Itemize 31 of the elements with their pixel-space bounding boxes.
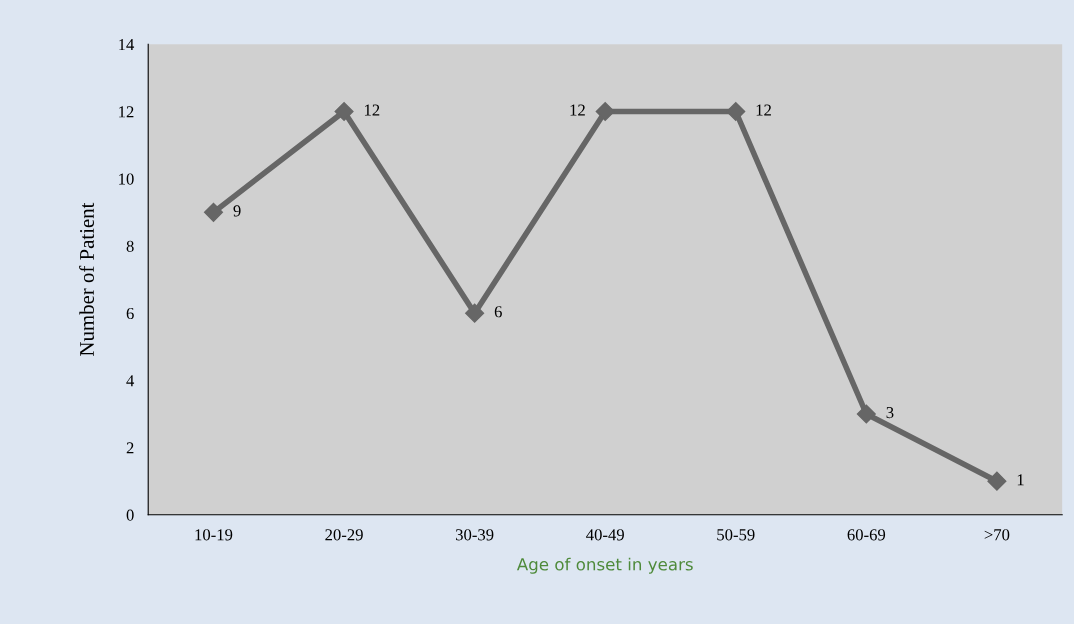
y-axis-title: Number of Patient [79,202,94,356]
data-label: 3 [886,406,894,419]
x-tick-label: 60-69 [847,529,886,541]
y-tick-label: 12 [119,106,134,118]
y-tick-label: 2 [126,442,134,454]
x-tick-label: >70 [984,529,1010,541]
x-tick-label: 10-19 [195,529,233,541]
y-tick-label: 8 [126,240,134,252]
y-tick-label: 14 [119,39,135,51]
point [987,471,1007,491]
point [726,101,746,122]
point [856,404,876,424]
x-tick-label: 30-39 [455,529,494,541]
point [203,202,224,222]
data-label: 12 [756,104,771,116]
data-label: 6 [494,306,502,318]
x-tick-label: 20-29 [325,529,363,541]
y-tick-label: 6 [126,307,134,320]
data-label: 12 [364,104,380,116]
y-tick-label: 10 [119,173,134,185]
point [465,303,485,323]
data-label: 1 [1017,474,1024,486]
data-label: 12 [570,104,585,116]
point [595,101,615,122]
x-tick-label: 50-59 [717,529,755,541]
data-label: 9 [233,205,241,217]
x-tick-label: 40-49 [586,529,624,541]
y-tick-label: 0 [126,509,134,521]
point [334,101,354,122]
y-tick-label: 4 [126,375,135,387]
x-axis-title: Age of onset in years [516,557,693,574]
